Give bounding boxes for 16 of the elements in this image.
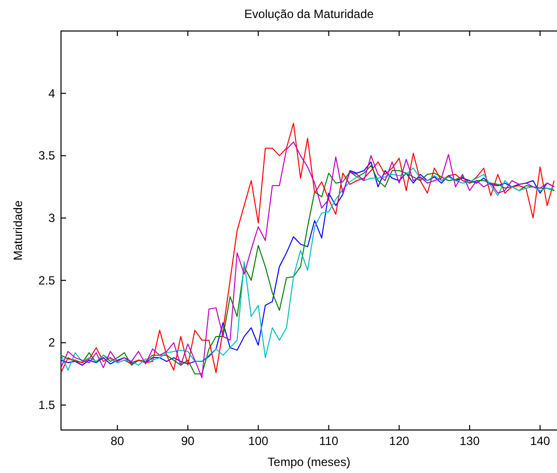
x-tick-label: 100	[248, 434, 269, 448]
y-tick-label: 1.5	[38, 398, 56, 412]
x-tick-label: 90	[181, 434, 195, 448]
x-tick-label: 80	[110, 434, 124, 448]
y-tick-label: 3	[48, 211, 56, 226]
x-tick-label: 110	[319, 434, 339, 448]
chart-title: Evolução da Maturidade	[244, 7, 374, 21]
x-axis-title: Tempo (meses)	[268, 455, 350, 469]
x-tick-label: 120	[389, 434, 410, 448]
y-tick-label: 3.5	[38, 148, 56, 163]
x-tick-label: 130	[460, 434, 480, 448]
y-tick-label: 2	[48, 336, 56, 350]
y-tick-label: 2.5	[38, 273, 56, 288]
x-tick-label: 140	[530, 434, 550, 448]
y-tick-label: 4	[48, 86, 56, 100]
y-axis-title: Maturidade	[11, 200, 25, 261]
